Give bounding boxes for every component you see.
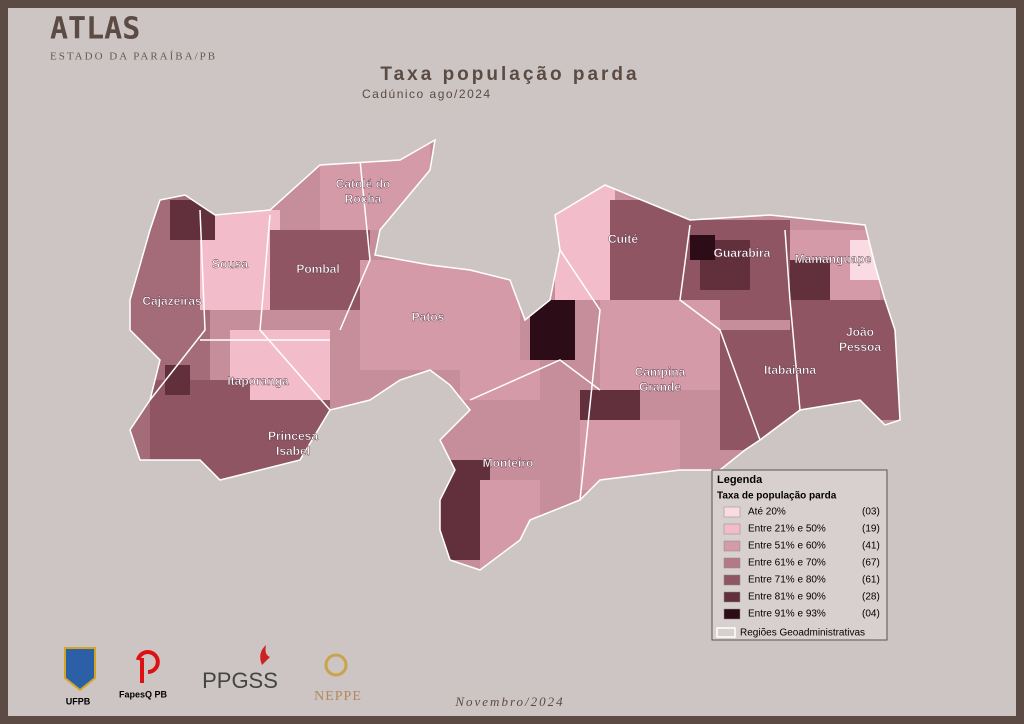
boundary-swatch — [716, 627, 736, 638]
logo-ppgss: PPGSS — [202, 668, 278, 693]
atlas-title: ATLAS — [50, 12, 140, 47]
legend-label: Entre 51% e 60% — [748, 541, 826, 552]
region-label: Cuité — [608, 232, 638, 246]
legend-count: (61) — [862, 575, 880, 586]
region-label: Mamanguape — [795, 252, 872, 266]
region-label: Guarabira — [714, 246, 771, 260]
legend-swatch — [723, 574, 741, 586]
atlas-subtitle: ESTADO DA PARAÍBA/PB — [50, 51, 217, 63]
legend-swatch — [723, 506, 741, 518]
legend-swatch — [723, 608, 741, 620]
legend-label: Entre 21% e 50% — [748, 524, 826, 535]
logo-ufpb: UFPB — [66, 696, 91, 706]
legend-count: (04) — [862, 609, 880, 620]
region-label: Cajazeiras — [142, 294, 202, 308]
legend-label: Entre 81% e 90% — [748, 592, 826, 603]
canvas: ATLAS ESTADO DA PARAÍBA/PB Taxa populaçã… — [50, 12, 901, 709]
footer-date: Novembro/2024 — [454, 694, 564, 709]
legend-subtitle: Taxa de população parda — [717, 491, 837, 502]
legend-swatch — [723, 540, 741, 552]
legend-swatch — [723, 591, 741, 603]
legend-count: (19) — [862, 524, 880, 535]
legend-title: Legenda — [717, 474, 763, 486]
legend-swatch — [723, 523, 741, 535]
region-label: Patos — [412, 310, 445, 324]
region-label: Itabaiana — [764, 363, 816, 377]
legend-label: Até 20% — [748, 507, 786, 518]
region-label: Sousa — [212, 257, 248, 271]
boundary-label: Regiões Geoadministrativas — [740, 628, 865, 639]
legend-count: (41) — [862, 541, 880, 552]
legend-count: (67) — [862, 558, 880, 569]
legend-box — [711, 469, 888, 641]
map-title: Taxa população parda — [380, 64, 639, 85]
logo-fapesq: FapesQ PB — [119, 689, 168, 699]
region-label: Pombal — [296, 262, 339, 276]
region-label: João Pessoa — [839, 325, 881, 354]
region-label: Campina Grande — [635, 365, 686, 394]
legend-swatch — [723, 557, 741, 569]
legend-count: (03) — [862, 507, 880, 518]
legend-count: (28) — [862, 592, 880, 603]
region-label: Monteiro — [483, 456, 534, 470]
legend-label: Entre 71% e 80% — [748, 575, 826, 586]
legend-label: Entre 61% e 70% — [748, 558, 826, 569]
logos: UFPB FapesQ PB PPGSS NEPPE — [64, 645, 362, 706]
logo-neppe: NEPPE — [314, 689, 362, 704]
map-subtitle: Cadúnico ago/2024 — [362, 87, 492, 101]
region-label: Princesa Isabel — [268, 429, 318, 458]
legend-label: Entre 91% e 93% — [748, 609, 826, 620]
region-label: Catolé do Rocha — [336, 177, 391, 206]
region-label: Itaporanga — [227, 374, 289, 388]
